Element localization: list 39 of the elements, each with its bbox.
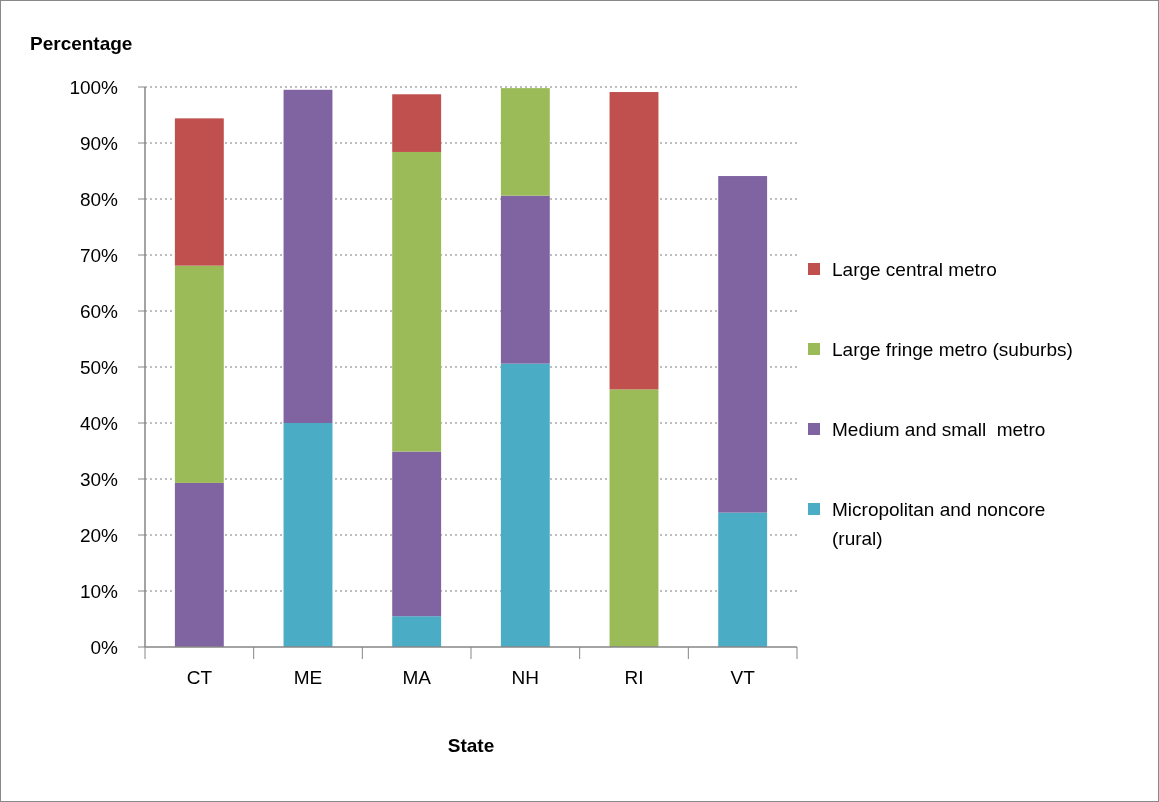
y-tick-label: 10% [79, 580, 119, 602]
y-axis-title: Percentage [30, 33, 133, 54]
x-tick-label: CT [186, 667, 213, 688]
y-tick-label: 70% [79, 244, 119, 266]
bar [500, 195, 550, 364]
bar [392, 151, 442, 452]
bar [609, 389, 659, 647]
y-tick-label: 30% [79, 468, 119, 490]
bar [174, 265, 224, 483]
bar [609, 92, 659, 390]
bar [283, 423, 333, 647]
bar [174, 482, 224, 647]
legend-label: Micropolitan and noncore (rural) [832, 498, 1046, 549]
legend-label: Large fringe metro (suburbs) [832, 338, 1073, 360]
y-tick-label: 0% [90, 636, 119, 658]
y-tick-label: 40% [79, 412, 119, 434]
y-tick-label: 60% [79, 300, 119, 322]
y-tick-label: 100% [69, 76, 119, 98]
bar [718, 512, 768, 647]
legend-label: Large central metro [832, 258, 997, 280]
bar [392, 94, 442, 152]
x-tick-label: NH [511, 667, 540, 688]
bar [283, 89, 333, 423]
bar [500, 363, 550, 647]
bar [174, 118, 224, 266]
x-tick-label: MA [402, 667, 432, 688]
y-tick-label: 90% [79, 132, 119, 154]
x-tick-label: ME [293, 667, 323, 688]
x-tick-label: RI [624, 667, 644, 688]
legend-label: Medium and small metro [832, 418, 1046, 440]
y-tick-label: 50% [79, 356, 119, 378]
y-tick-label: 20% [79, 524, 119, 546]
bar [392, 616, 442, 647]
x-axis-title: State [447, 735, 495, 756]
y-tick-label: 80% [79, 188, 119, 210]
bar [500, 88, 550, 196]
x-tick-label: VT [730, 667, 756, 688]
bar [392, 451, 442, 617]
bar [718, 176, 768, 513]
